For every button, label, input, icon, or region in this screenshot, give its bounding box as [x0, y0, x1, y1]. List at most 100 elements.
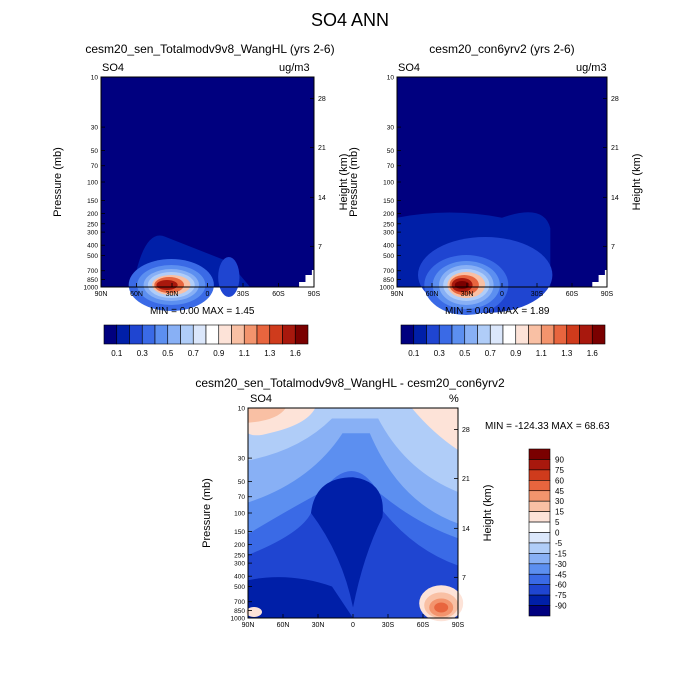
y-tick-label: 850 — [234, 608, 245, 615]
colorbar-label: 1.6 — [587, 349, 599, 358]
panel-subtitle: cesm20_sen_Totalmodv9v8_WangHL (yrs 2-6) — [85, 42, 335, 56]
y-tick-label: 1000 — [84, 285, 99, 292]
y2-axis-label: Height (km) — [482, 485, 494, 542]
contour-region — [411, 408, 458, 450]
colorbar-label: -30 — [555, 560, 567, 569]
colorbar-box — [400, 324, 415, 345]
x-tick-label: 90N — [242, 622, 255, 629]
contour-region — [434, 602, 449, 613]
colorbar-box — [205, 324, 220, 345]
colorbar-box — [591, 324, 606, 345]
y-tick-label: 150 — [383, 198, 394, 205]
colorbar-label: 5 — [555, 518, 560, 527]
y-tick-label: 1000 — [380, 285, 395, 292]
colorbar-box — [553, 324, 568, 345]
x-tick-label: 90N — [95, 291, 108, 298]
x-tick-label: 30S — [237, 291, 250, 298]
y2-tick-label: 28 — [611, 96, 619, 103]
panel-left-label: SO4 — [250, 393, 273, 405]
terrain-mask — [299, 270, 314, 287]
field-background — [101, 77, 314, 287]
y-tick-label: 200 — [383, 211, 394, 218]
colorbar-label: -90 — [555, 602, 567, 611]
colorbar-box — [438, 324, 453, 345]
colorbar-label: 75 — [555, 466, 564, 475]
y2-axis-label: Height (km) — [338, 154, 350, 211]
y-tick-label: 30 — [387, 125, 395, 132]
minmax-text: MIN = -124.33 MAX = 68.63 — [485, 421, 610, 432]
colorbar-box — [528, 511, 551, 523]
x-tick-label: 30N — [461, 291, 474, 298]
colorbar-box — [579, 324, 593, 345]
colorbar-label: 45 — [555, 487, 564, 496]
y-tick-label: 100 — [383, 180, 394, 187]
colorbar-box — [464, 324, 478, 345]
colorbar-label: 0.3 — [137, 349, 149, 358]
y-tick-label: 50 — [238, 479, 246, 486]
colorbar-label: -75 — [555, 591, 567, 600]
y-tick-label: 500 — [234, 584, 245, 591]
y-tick-label: 300 — [383, 230, 394, 237]
contour-region — [156, 280, 178, 290]
colorbar-label: 1.6 — [290, 349, 302, 358]
x-tick-label: 90N — [391, 291, 404, 298]
y-tick-label: 700 — [87, 268, 98, 275]
y-tick-label: 100 — [87, 180, 98, 187]
colorbar-box — [294, 324, 309, 345]
colorbar-label: 0.9 — [213, 349, 225, 358]
colorbar-box — [528, 532, 551, 544]
y-tick-label: 850 — [87, 277, 98, 284]
y-axis-label: Pressure (mb) — [52, 147, 64, 217]
y2-tick-label: 28 — [318, 96, 326, 103]
colorbar-box — [103, 324, 118, 345]
x-tick-label: 0 — [351, 622, 355, 629]
figure-title: SO4 ANN — [310, 10, 390, 30]
y2-tick-label: 21 — [611, 145, 619, 152]
colorbar-box — [540, 324, 555, 345]
x-tick-label: 0 — [500, 291, 504, 298]
x-tick-label: 90S — [308, 291, 321, 298]
colorbar-label: 0.3 — [434, 349, 446, 358]
y2-tick-label: 14 — [462, 526, 470, 533]
y-tick-label: 500 — [383, 253, 394, 260]
y2-tick-label: 21 — [318, 145, 326, 152]
x-tick-label: 90S — [452, 622, 465, 629]
colorbar-box — [180, 324, 194, 345]
colorbar-box — [256, 324, 271, 345]
y-tick-label: 300 — [234, 561, 245, 568]
colorbar-box — [528, 573, 551, 585]
colorbar-box — [528, 553, 551, 565]
colorbar-box — [528, 563, 551, 575]
y-tick-label: 70 — [91, 163, 99, 170]
colorbar-box — [426, 324, 440, 345]
y2-tick-label: 14 — [318, 195, 326, 202]
y-tick-label: 1000 — [231, 616, 246, 623]
y2-axis-label: Height (km) — [631, 154, 643, 211]
panel-left-label: SO4 — [102, 62, 125, 74]
y-axis-label: Pressure (mb) — [348, 147, 360, 217]
y-tick-label: 400 — [234, 574, 245, 581]
panel-units-label: % — [449, 393, 459, 405]
y2-tick-label: 14 — [611, 195, 619, 202]
colorbar-box — [231, 324, 245, 345]
y2-tick-label: 7 — [318, 244, 322, 251]
colorbar-box — [413, 324, 427, 345]
colorbar-box — [451, 324, 466, 345]
colorbar-label: -15 — [555, 549, 567, 558]
colorbar-box — [154, 324, 169, 345]
contour-region — [248, 408, 286, 423]
x-tick-label: 60N — [426, 291, 439, 298]
x-tick-label: 30N — [312, 622, 325, 629]
y-tick-label: 10 — [91, 75, 99, 82]
y-tick-label: 100 — [234, 511, 245, 518]
colorbar-box — [167, 324, 181, 345]
y-tick-label: 50 — [387, 148, 395, 155]
colorbar-label: 0.7 — [188, 349, 200, 358]
colorbar-box — [528, 448, 551, 460]
y-tick-label: 10 — [238, 406, 246, 413]
colorbar-box — [489, 324, 504, 345]
y-tick-label: 700 — [234, 599, 245, 606]
x-tick-label: 90S — [601, 291, 614, 298]
colorbar-label: 0 — [555, 529, 560, 538]
